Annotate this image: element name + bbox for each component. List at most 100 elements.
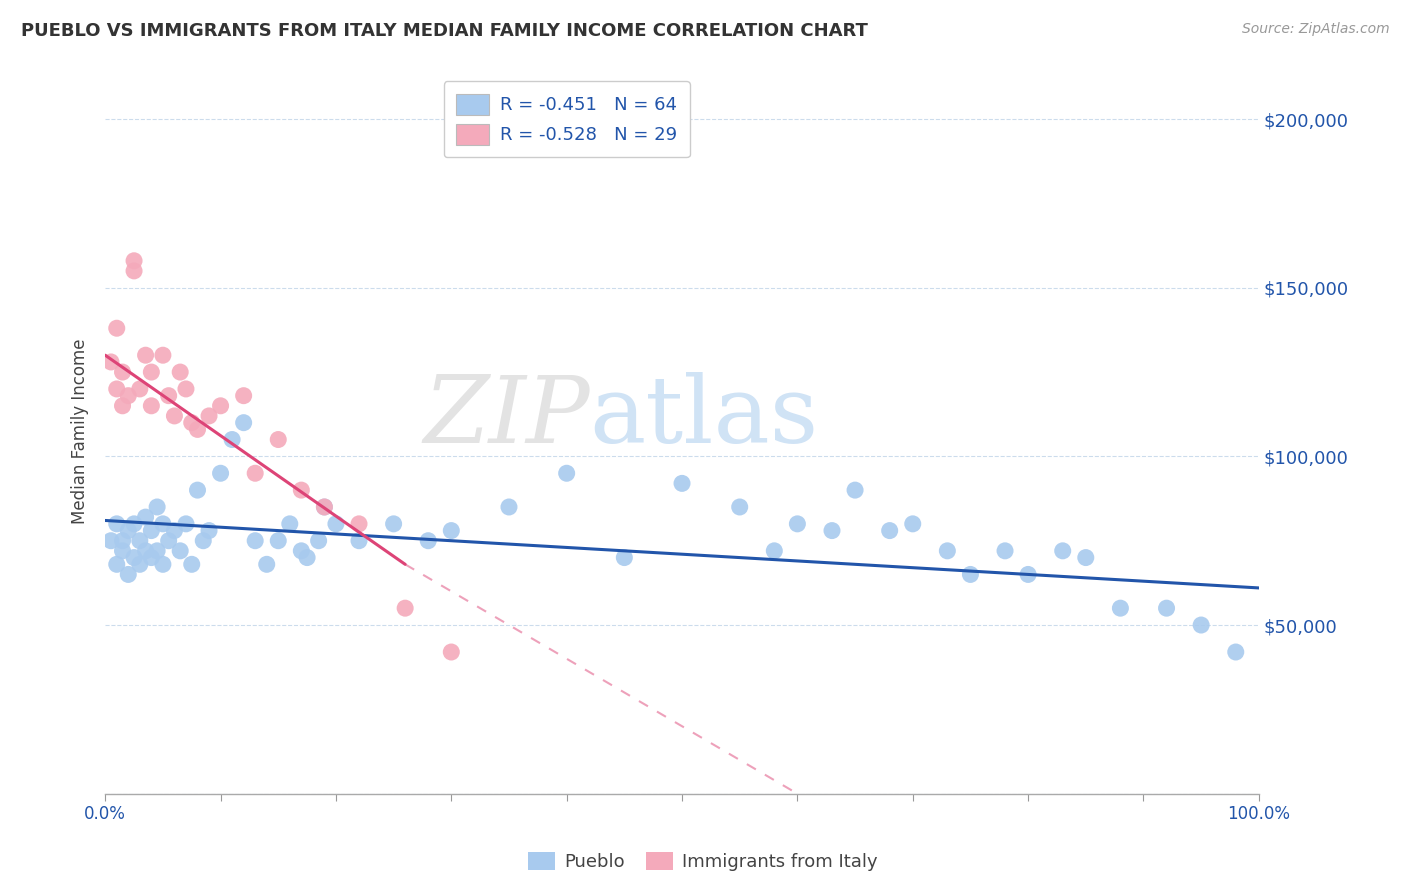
Point <box>157 533 180 548</box>
Point <box>613 550 636 565</box>
Point <box>936 544 959 558</box>
Point <box>146 500 169 514</box>
Point <box>959 567 981 582</box>
Point <box>221 433 243 447</box>
Point <box>267 433 290 447</box>
Point <box>169 365 191 379</box>
Point <box>105 558 128 572</box>
Point <box>146 544 169 558</box>
Legend: R = -0.451   N = 64, R = -0.528   N = 29: R = -0.451 N = 64, R = -0.528 N = 29 <box>444 81 689 157</box>
Point <box>394 601 416 615</box>
Point <box>879 524 901 538</box>
Point <box>821 524 844 538</box>
Point <box>111 533 134 548</box>
Point <box>174 382 197 396</box>
Point <box>314 500 336 514</box>
Point <box>152 558 174 572</box>
Point <box>290 483 312 497</box>
Point <box>122 264 145 278</box>
Point <box>174 516 197 531</box>
Text: Source: ZipAtlas.com: Source: ZipAtlas.com <box>1241 22 1389 37</box>
Point <box>141 365 163 379</box>
Point <box>440 645 463 659</box>
Point <box>209 467 232 481</box>
Point <box>152 348 174 362</box>
Point <box>440 524 463 538</box>
Point <box>314 500 336 514</box>
Point <box>347 533 370 548</box>
Point <box>555 467 578 481</box>
Point <box>100 355 122 369</box>
Point <box>844 483 866 497</box>
Point <box>111 544 134 558</box>
Point <box>117 389 139 403</box>
Point <box>243 533 266 548</box>
Point <box>105 321 128 335</box>
Point <box>1156 601 1178 615</box>
Point <box>256 558 278 572</box>
Legend: Pueblo, Immigrants from Italy: Pueblo, Immigrants from Italy <box>520 845 886 879</box>
Point <box>186 422 208 436</box>
Y-axis label: Median Family Income: Median Family Income <box>72 338 89 524</box>
Point <box>382 516 405 531</box>
Point <box>325 516 347 531</box>
Point <box>198 409 221 423</box>
Point <box>308 533 330 548</box>
Point <box>295 550 318 565</box>
Point <box>243 467 266 481</box>
Point <box>267 533 290 548</box>
Point <box>169 544 191 558</box>
Point <box>278 516 301 531</box>
Point <box>347 516 370 531</box>
Point <box>994 544 1017 558</box>
Point <box>1225 645 1247 659</box>
Point <box>105 516 128 531</box>
Point <box>1109 601 1132 615</box>
Point <box>128 382 150 396</box>
Point <box>105 382 128 396</box>
Point <box>901 516 924 531</box>
Point <box>290 544 312 558</box>
Point <box>498 500 520 514</box>
Point <box>141 550 163 565</box>
Point <box>232 389 254 403</box>
Text: atlas: atlas <box>589 372 818 461</box>
Point <box>180 416 202 430</box>
Point <box>111 399 134 413</box>
Point <box>193 533 215 548</box>
Point <box>418 533 440 548</box>
Point <box>1017 567 1039 582</box>
Point <box>122 253 145 268</box>
Point <box>209 399 232 413</box>
Text: PUEBLO VS IMMIGRANTS FROM ITALY MEDIAN FAMILY INCOME CORRELATION CHART: PUEBLO VS IMMIGRANTS FROM ITALY MEDIAN F… <box>21 22 868 40</box>
Point <box>1074 550 1097 565</box>
Point <box>1189 618 1212 632</box>
Point <box>100 533 122 548</box>
Point <box>141 524 163 538</box>
Point <box>232 416 254 430</box>
Point <box>671 476 693 491</box>
Point <box>786 516 808 531</box>
Point <box>186 483 208 497</box>
Point <box>157 389 180 403</box>
Point <box>111 365 134 379</box>
Point <box>163 524 186 538</box>
Point <box>122 516 145 531</box>
Point <box>728 500 751 514</box>
Point <box>117 524 139 538</box>
Point <box>763 544 786 558</box>
Point <box>163 409 186 423</box>
Point <box>152 516 174 531</box>
Point <box>198 524 221 538</box>
Point <box>1052 544 1074 558</box>
Point <box>117 567 139 582</box>
Point <box>135 544 157 558</box>
Point <box>128 533 150 548</box>
Point <box>141 399 163 413</box>
Point <box>180 558 202 572</box>
Point <box>135 348 157 362</box>
Point <box>128 558 150 572</box>
Point <box>122 550 145 565</box>
Point <box>135 510 157 524</box>
Text: ZIP: ZIP <box>423 372 589 461</box>
